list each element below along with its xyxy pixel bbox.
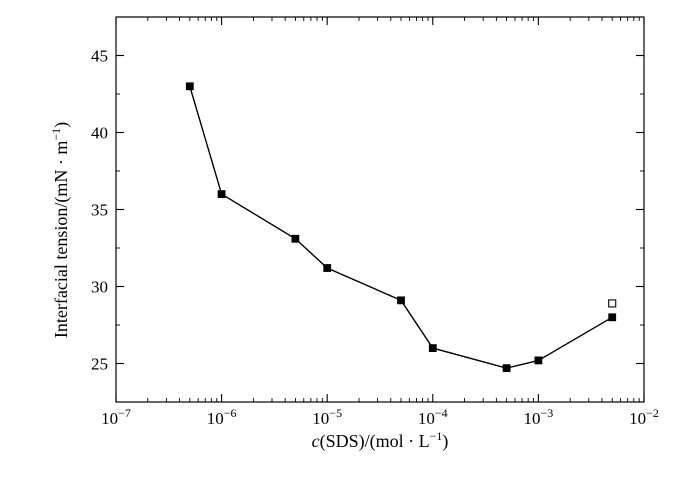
x-tick-exponent: −5 — [329, 406, 342, 420]
x-tick-label: 10−5 — [312, 406, 342, 428]
x-tick-label: 10−3 — [524, 406, 554, 428]
x-tick-base: 10 — [101, 409, 118, 428]
y-axis-title-close: ) — [51, 122, 72, 128]
data-point-filled-square — [217, 190, 226, 199]
data-point-filled-square — [291, 234, 300, 243]
data-point-filled-square — [428, 344, 437, 353]
y-tick-label: 40 — [91, 124, 108, 143]
data-point-filled-square — [323, 264, 332, 272]
x-axis-title: c(SDS)/(mol · L−1) — [312, 429, 449, 452]
y-axis-title-main: Interfacial tension/(mN · m — [51, 141, 72, 338]
x-tick-base: 10 — [524, 409, 541, 428]
y-tick-label: 30 — [91, 278, 108, 297]
plot-frame — [115, 16, 645, 403]
y-tick-label: 45 — [91, 47, 108, 66]
data-point-filled-square — [608, 313, 617, 322]
x-tick-label: 10−4 — [418, 406, 448, 428]
x-tick-label: 10−6 — [207, 406, 237, 428]
x-tick-exponent: −2 — [646, 406, 659, 420]
y-tick-label: 35 — [91, 201, 108, 220]
x-axis-title-variable: c — [312, 431, 320, 451]
x-tick-label: 10−7 — [101, 406, 131, 428]
x-axis-title-close: ) — [442, 431, 448, 452]
data-series — [185, 82, 617, 373]
y-axis-title: Interfacial tension/(mN · m−1) — [49, 122, 72, 338]
x-tick-base: 10 — [418, 409, 435, 428]
y-axis-ticks: 25 30 35 40 45 — [91, 16, 644, 403]
series-line — [189, 86, 613, 369]
x-tick-base: 10 — [629, 409, 646, 428]
x-tick-exponent: −7 — [118, 406, 131, 420]
x-tick-exponent: −3 — [541, 406, 554, 420]
x-tick-label: 10−2 — [629, 406, 659, 428]
data-point-filled-square — [534, 356, 543, 365]
data-point-filled-square — [185, 82, 194, 91]
data-point-filled-square — [397, 296, 405, 305]
y-axis-title-exponent: −1 — [49, 128, 63, 141]
y-tick-label: 25 — [91, 355, 108, 374]
x-axis-title-main: (SDS)/(mol · L — [320, 431, 430, 452]
x-tick-base: 10 — [207, 409, 224, 428]
x-axis-title-exponent: −1 — [430, 429, 443, 443]
data-point-filled-square — [502, 364, 511, 373]
x-axis-ticks: 10−7 10−6 10−5 10−4 10−3 10−2 — [101, 17, 659, 428]
x-tick-base: 10 — [312, 409, 329, 428]
x-tick-exponent: −6 — [224, 406, 237, 420]
data-point-open-square — [608, 299, 617, 308]
x-tick-exponent: −4 — [435, 406, 448, 420]
